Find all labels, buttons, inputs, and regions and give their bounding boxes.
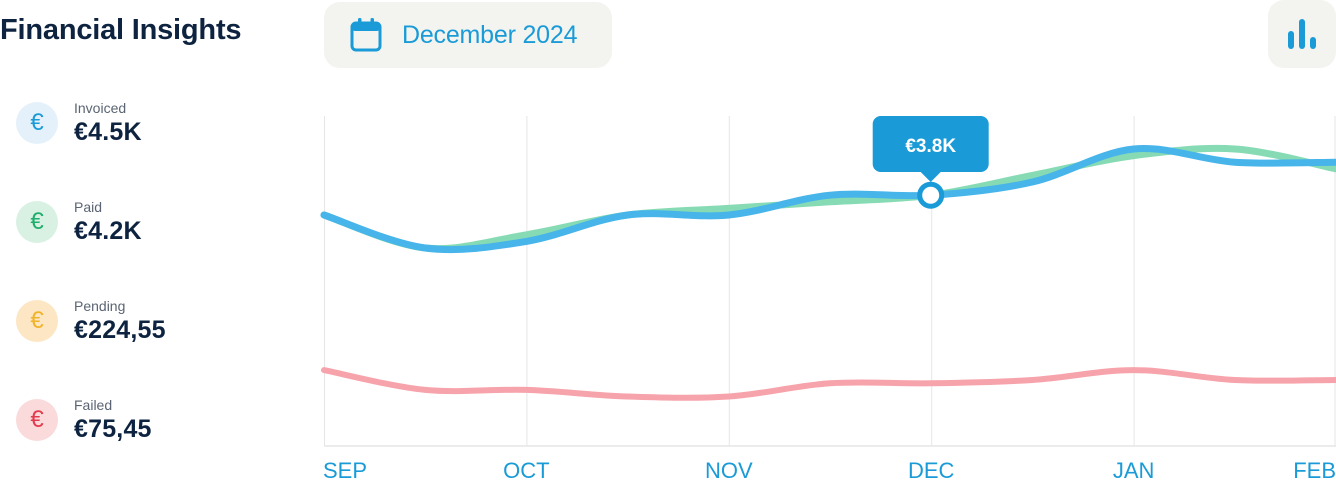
date-picker-label: December 2024 [402,20,578,49]
tooltip-pointer [920,172,941,182]
x-tick-label: DEC [908,458,955,483]
date-picker-button[interactable]: December 2024 [324,2,612,68]
stat-label: Pending [74,298,126,314]
stat-label: Failed [74,397,113,413]
tooltip-label: €3.8K [905,136,956,157]
euro-icon: € [16,399,58,441]
chart-grid [324,116,1336,447]
x-tick-label: NOV [705,458,753,483]
stat-value: €4.2K [74,217,142,245]
x-tick-label: FEB [1293,458,1336,483]
stat-label: Paid [74,199,103,215]
x-tick-label: OCT [503,458,549,483]
stat-invoiced: € Invoiced €4.5K [16,96,296,156]
bar-chart-icon [1288,19,1316,49]
chart-tooltip-layer: €3.8K [872,116,989,209]
stat-label: Invoiced [74,100,127,116]
stat-value: €4.5K [74,118,142,146]
tooltip-box [872,116,989,172]
x-tick-label: SEP [323,458,367,483]
x-tick-label: JAN [1113,458,1155,483]
stat-value: €75,45 [74,415,152,443]
chart-view-button[interactable] [1268,0,1336,68]
euro-icon: € [16,201,58,243]
euro-icon: € [16,300,58,342]
stat-pending: € Pending €224,55 [16,294,296,354]
chart-series [320,144,1336,401]
series-line-failed [321,367,1336,401]
series-line-invoiced [320,145,1336,254]
data-point-marker[interactable] [917,181,945,209]
stat-failed: € Failed €75,45 [16,393,296,453]
page-title: Financial Insights [0,14,242,46]
calendar-icon [350,18,382,52]
euro-icon: € [16,102,58,144]
stat-value: €224,55 [74,316,166,344]
stat-paid: € Paid €4.2K [16,195,296,255]
x-axis: SEP OCT NOV DEC JAN FEB [323,458,1336,483]
